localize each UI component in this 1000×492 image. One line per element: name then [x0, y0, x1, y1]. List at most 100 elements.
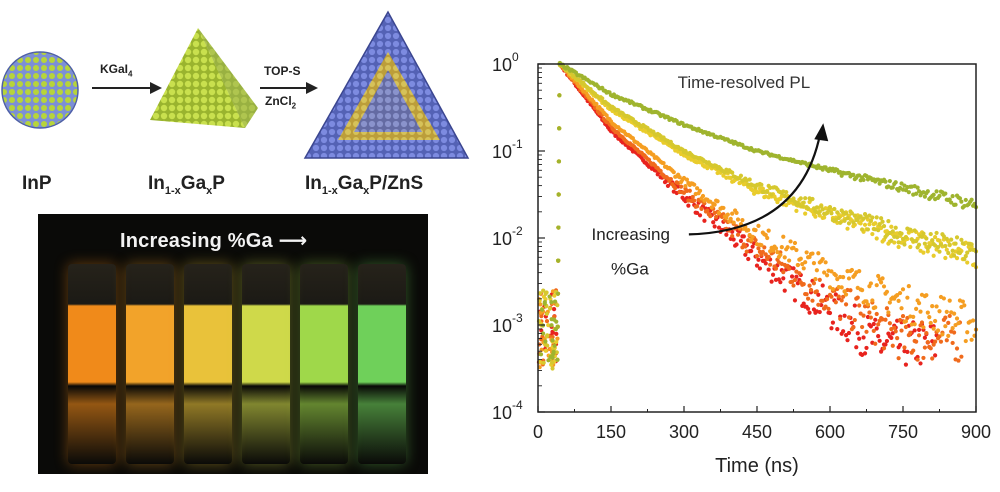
data-point — [550, 355, 555, 360]
data-point — [826, 208, 831, 213]
data-point — [741, 182, 746, 187]
data-point — [931, 192, 936, 197]
data-point — [851, 220, 856, 225]
data-point — [756, 223, 761, 228]
data-point — [730, 170, 735, 175]
data-point — [699, 206, 704, 211]
data-point — [845, 269, 850, 274]
data-point — [947, 242, 952, 247]
data-point — [700, 193, 706, 199]
data-point — [922, 335, 927, 340]
data-point — [943, 315, 948, 320]
data-point — [896, 356, 901, 361]
data-point — [906, 284, 911, 289]
data-point — [806, 206, 811, 211]
data-point — [687, 188, 692, 193]
data-point — [791, 266, 796, 271]
data-point — [868, 218, 873, 224]
data-point — [873, 341, 878, 346]
data-point — [862, 222, 868, 227]
data-point — [816, 302, 821, 307]
data-point — [794, 247, 799, 253]
data-point — [765, 189, 770, 194]
data-point — [746, 228, 751, 233]
data-point — [857, 303, 862, 308]
data-point — [959, 237, 964, 242]
data-point — [896, 244, 901, 250]
data-point — [677, 175, 682, 180]
data-point — [949, 200, 954, 205]
data-point — [792, 298, 798, 303]
data-point — [857, 269, 862, 274]
data-point — [537, 359, 542, 365]
data-point — [714, 214, 719, 220]
data-point — [801, 266, 806, 271]
data-point — [914, 339, 919, 344]
data-point — [769, 192, 774, 197]
data-point — [778, 280, 783, 285]
data-point — [712, 224, 717, 229]
data-point — [760, 186, 765, 191]
data-point — [750, 244, 755, 249]
data-point — [779, 245, 784, 250]
data-point — [754, 263, 760, 268]
data-point — [887, 300, 892, 305]
x-tick-label: 600 — [815, 422, 845, 442]
step1-reagent-label: KGaI4 — [100, 62, 133, 79]
data-point — [881, 346, 887, 351]
data-point — [829, 269, 834, 274]
data-point — [549, 323, 554, 328]
data-point — [708, 199, 713, 204]
data-point — [886, 310, 891, 315]
inp-label: InP — [22, 173, 52, 194]
data-point — [916, 242, 922, 247]
data-point — [906, 190, 911, 195]
data-point — [658, 168, 663, 174]
data-point — [914, 191, 919, 196]
data-point — [830, 320, 836, 325]
data-point — [763, 252, 768, 257]
data-point — [695, 204, 700, 209]
data-point — [873, 221, 878, 226]
data-point — [792, 277, 798, 283]
data-point — [765, 235, 770, 241]
data-point — [763, 261, 768, 266]
data-point — [678, 184, 684, 189]
data-point — [902, 242, 907, 247]
data-point — [810, 251, 815, 256]
data-point — [937, 309, 942, 314]
data-point — [683, 183, 688, 189]
data-point — [794, 208, 799, 213]
data-point — [801, 200, 806, 205]
data-point — [762, 245, 767, 250]
data-point — [962, 303, 967, 308]
data-point — [836, 215, 841, 221]
data-point — [877, 338, 882, 343]
data-point — [839, 298, 844, 303]
data-point — [952, 311, 957, 316]
data-point — [711, 220, 716, 225]
data-point — [843, 333, 849, 338]
data-point — [756, 257, 761, 262]
data-point — [552, 343, 557, 348]
data-point — [874, 236, 879, 241]
data-point — [879, 280, 884, 285]
data-point — [820, 256, 825, 262]
data-point — [550, 338, 555, 343]
data-point — [730, 211, 735, 216]
data-point — [880, 276, 885, 281]
data-point — [551, 307, 557, 312]
data-point — [851, 172, 856, 177]
data-point — [721, 205, 726, 211]
data-point — [555, 291, 561, 296]
data-point — [842, 218, 847, 223]
data-point — [731, 237, 736, 242]
data-point — [556, 159, 562, 164]
data-point — [544, 290, 549, 295]
data-point — [838, 316, 843, 322]
data-point — [537, 291, 543, 296]
data-point — [870, 215, 875, 220]
data-point — [946, 333, 951, 338]
data-point — [728, 216, 733, 221]
